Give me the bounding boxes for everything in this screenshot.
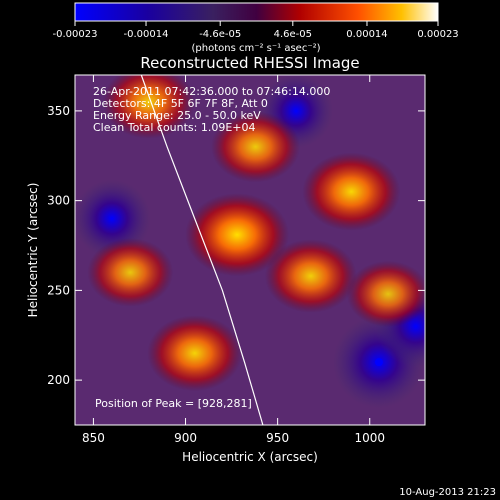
bright-source-blob	[147, 315, 243, 392]
bright-source-blob	[302, 152, 401, 231]
x-axis-ticks: 850 900 950 1000	[82, 75, 385, 445]
colorbar-tick-label: 4.6e-05	[274, 29, 312, 40]
colorbar-tick-label: -0.00023	[53, 29, 98, 40]
x-tick-label: 850	[82, 431, 105, 445]
chart-title: Reconstructed RHESSI Image	[140, 54, 359, 72]
annotation-energy-range: Energy Range: 25.0 - 50.0 keV	[93, 109, 261, 122]
y-tick-label: 350	[47, 104, 70, 118]
x-axis-label: Heliocentric X (arcsec)	[182, 450, 318, 464]
colorbar-tick-label: 0.00014	[346, 29, 387, 40]
annotation-time-range: 26-Apr-2011 07:42:36.000 to 07:46:14.000	[93, 85, 330, 98]
colorbar	[74, 2, 439, 22]
dark-core	[374, 358, 383, 367]
dark-source-blob	[75, 179, 151, 258]
date-stamp: 10-Aug-2013 21:23	[399, 487, 496, 498]
colorbar-tick-label: -0.00014	[124, 29, 169, 40]
solar-limb-arc	[140, 75, 264, 425]
colorbar-tick-label: 0.00023	[417, 29, 458, 40]
colorbar-tick-label: -4.6e-05	[199, 29, 241, 40]
y-tick-label: 300	[47, 194, 70, 208]
bright-source-blob	[185, 193, 290, 277]
y-axis-ticks: 200 250 300 350	[47, 104, 425, 387]
plot-frame	[74, 74, 426, 426]
x-tick-label: 950	[266, 431, 289, 445]
y-axis-label: Heliocentric Y (arcsec)	[26, 183, 40, 318]
y-tick-label: 200	[47, 373, 70, 387]
colorbar-unit-label: (photons cm⁻² s⁻¹ asec⁻²)	[191, 43, 320, 54]
bright-source-blob	[102, 75, 195, 139]
annotation-peak-position: Position of Peak = [928,281]	[95, 397, 252, 410]
bright-source-blob	[211, 111, 301, 183]
bright-source-blob	[87, 238, 174, 307]
heatmap-sources	[75, 75, 425, 409]
bright-source-blob	[346, 260, 425, 328]
annotation-detectors: Detectors: 4F 5F 6F 7F 8F, Att 0	[93, 97, 268, 110]
heatmap-area	[75, 75, 425, 425]
bright-source-blob	[264, 239, 357, 313]
annotation-algorithm: Clean Total counts: 1.09E+04	[93, 121, 256, 134]
colorbar-ticks: -0.00023 -0.00014 -4.6e-05 4.6e-05 0.00014 0.…	[53, 21, 459, 40]
x-tick-label: 1000	[354, 431, 385, 445]
y-tick-label: 250	[47, 283, 70, 297]
x-tick-label: 900	[174, 431, 197, 445]
